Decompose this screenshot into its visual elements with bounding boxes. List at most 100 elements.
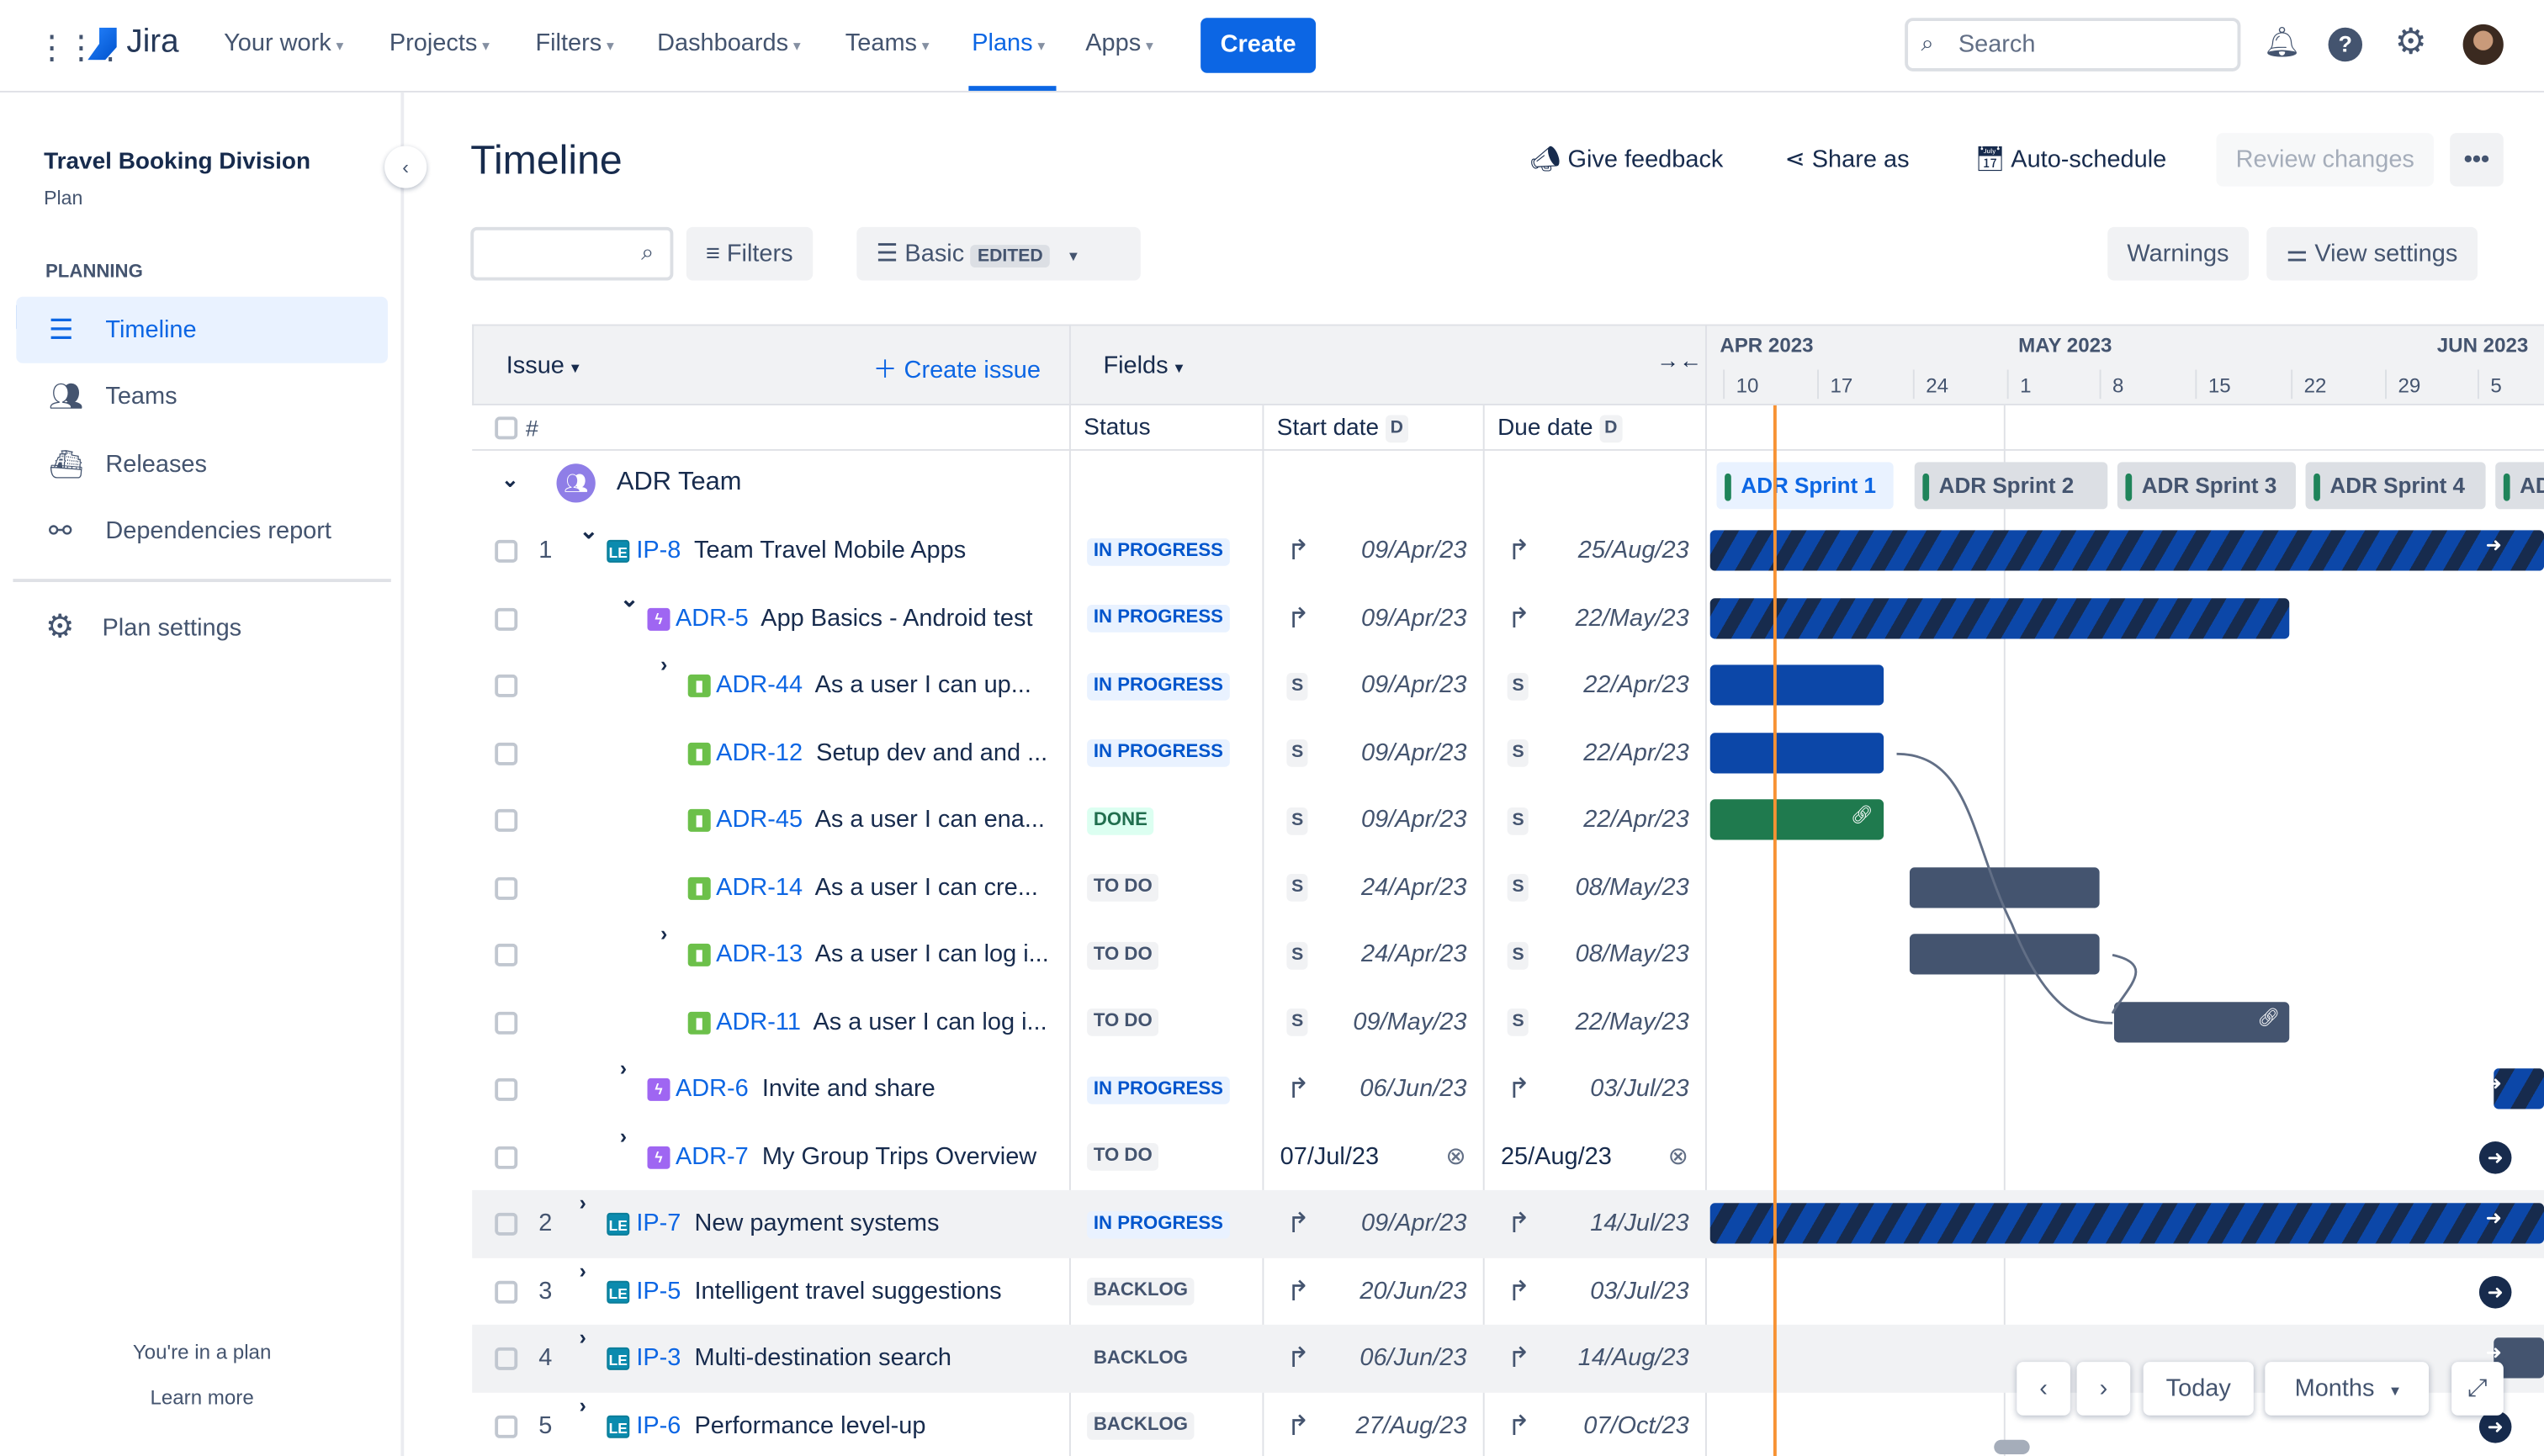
notifications-icon[interactable]: 🔔︎	[2263, 25, 2301, 59]
chevron-right-icon[interactable]: ›	[660, 920, 668, 945]
start-date[interactable]: 24/Apr/23	[1361, 940, 1467, 968]
start-date[interactable]: 24/Apr/23	[1361, 873, 1467, 901]
chevron-right-icon[interactable]: ›	[619, 1122, 628, 1147]
issue-summary[interactable]: Team Travel Mobile Apps	[693, 537, 967, 564]
chevron-down-icon[interactable]: ⌄	[501, 467, 519, 492]
issue-summary[interactable]: As a user I can log i...	[813, 1008, 1047, 1035]
issue-cell[interactable]: ▮ ADR-11 As a user I can log i...	[687, 988, 1047, 1056]
today-button[interactable]: Today	[2143, 1362, 2254, 1416]
sidebar-item-plan-settings[interactable]: ⚙ Plan settings	[13, 595, 384, 661]
chevron-right-icon[interactable]: ›	[619, 1055, 628, 1080]
due-date[interactable]: 14/Jul/23	[1590, 1209, 1689, 1237]
due-date[interactable]: 22/Apr/23	[1583, 671, 1689, 699]
start-date[interactable]: 06/Jun/23	[1359, 1343, 1467, 1372]
review-changes-button[interactable]: Review changes	[2216, 133, 2435, 187]
select-all-checkbox[interactable]	[495, 416, 518, 440]
status-lozenge[interactable]: BACKLOG	[1087, 1411, 1195, 1440]
row-checkbox[interactable]	[495, 1414, 518, 1437]
issue-key-link[interactable]: ADR-45	[716, 806, 803, 834]
start-date[interactable]: 09/May/23	[1353, 1008, 1467, 1035]
status-header[interactable]: Status	[1084, 415, 1151, 442]
row-checkbox[interactable]	[495, 876, 518, 899]
issue-cell[interactable]: LE IP-5 Intelligent travel suggestions	[607, 1257, 1002, 1325]
row-checkbox[interactable]	[495, 539, 518, 563]
sprint-chip[interactable]: ADR Sprint 3	[2117, 462, 2296, 510]
filters-button[interactable]: ≡ Filters	[686, 226, 813, 281]
due-date[interactable]: 03/Jul/23	[1590, 1074, 1689, 1103]
status-lozenge[interactable]: DONE	[1087, 807, 1154, 834]
timeline-bar[interactable]	[1709, 597, 2290, 638]
issue-key-link[interactable]: ADR-5	[675, 604, 749, 632]
chevron-right-icon[interactable]: ›	[579, 1257, 586, 1282]
issue-key-link[interactable]: ADR-14	[716, 873, 803, 901]
issue-key-link[interactable]: ADR-7	[675, 1141, 749, 1170]
issue-summary[interactable]: Invite and share	[761, 1074, 935, 1103]
issue-key-link[interactable]: IP-8	[636, 537, 681, 564]
start-date[interactable]: 09/Apr/23	[1361, 537, 1467, 564]
issue-cell[interactable]: LE IP-8 Team Travel Mobile Apps	[607, 517, 966, 585]
table-row[interactable]: ▮ ADR-45 As a user I can ena... DONE S 0…	[472, 786, 2544, 854]
status-lozenge[interactable]: TO DO	[1087, 1009, 1159, 1036]
timeline-bar[interactable]	[2493, 1068, 2544, 1109]
timeline-bar[interactable]	[1709, 1203, 2544, 1244]
issue-summary[interactable]: My Group Trips Overview	[761, 1141, 1037, 1170]
start-date[interactable]: 07/Jul/23	[1280, 1141, 1380, 1170]
chevron-down-icon[interactable]: ⌄	[579, 516, 599, 543]
scroll-to-bar-arrow-icon[interactable]: ➜	[2478, 1275, 2512, 1308]
issue-cell[interactable]: ▮ ADR-14 As a user I can cre...	[687, 854, 1038, 921]
time-scale-select[interactable]: Months ▾	[2265, 1362, 2430, 1416]
horizontal-scrollbar[interactable]	[1994, 1439, 2030, 1455]
nav-plans[interactable]: Plans ▾	[972, 29, 1045, 57]
issue-cell[interactable]: ϟ ADR-6 Invite and share	[647, 1056, 935, 1123]
table-row[interactable]: › ▮ ADR-13 As a user I can log i... TO D…	[472, 921, 2544, 988]
timeline-bar[interactable]	[1709, 664, 1884, 706]
give-feedback-button[interactable]: 📣︎ Give feedback	[1530, 145, 1724, 173]
chevron-right-icon[interactable]: ›	[660, 651, 668, 676]
fields-button[interactable]: Fields ▾	[1103, 352, 1183, 379]
issue-cell[interactable]: ϟ ADR-5 App Basics - Android test	[647, 585, 1032, 652]
start-date[interactable]: 09/Apr/23	[1361, 604, 1467, 632]
issue-key-link[interactable]: IP-5	[636, 1276, 681, 1305]
status-lozenge[interactable]: BACKLOG	[1087, 1278, 1195, 1305]
issue-key-link[interactable]: ADR-6	[675, 1074, 749, 1103]
learn-more-link[interactable]: Learn more	[150, 1386, 254, 1410]
start-date[interactable]: 09/Apr/23	[1361, 671, 1467, 699]
start-date[interactable]: 09/Apr/23	[1361, 739, 1467, 766]
scroll-to-bar-arrow-icon[interactable]: ➜	[2478, 1141, 2512, 1173]
plan-search-input[interactable]: ⌕	[470, 226, 674, 281]
table-row[interactable]: 2 › LE IP-7 New payment systems IN PROGR…	[472, 1189, 2544, 1257]
due-date[interactable]: 08/May/23	[1575, 873, 1689, 901]
nav-dashboards[interactable]: Dashboards ▾	[657, 29, 801, 57]
status-lozenge[interactable]: IN PROGRESS	[1087, 739, 1230, 767]
sidebar-item-timeline[interactable]: ☰ Timeline	[16, 296, 388, 363]
issue-summary[interactable]: Setup dev and and ...	[816, 739, 1048, 766]
due-date[interactable]: 14/Aug/23	[1577, 1343, 1689, 1372]
issue-cell[interactable]: LE IP-7 New payment systems	[607, 1190, 940, 1257]
view-settings-button[interactable]: ⚌ View settings	[2266, 226, 2478, 281]
due-date[interactable]: 25/Aug/23	[1577, 537, 1689, 564]
table-row[interactable]: ▮ ADR-14 As a user I can cre... TO DO S …	[472, 854, 2544, 921]
scroll-left-button[interactable]: ‹	[2017, 1362, 2070, 1416]
row-checkbox[interactable]	[495, 606, 518, 630]
table-row[interactable]: ▮ ADR-12 Setup dev and and ... IN PROGRE…	[472, 719, 2544, 786]
due-date[interactable]: 22/May/23	[1575, 604, 1689, 632]
scroll-right-button[interactable]: ›	[2076, 1362, 2131, 1416]
sprint-chip[interactable]: ADR Sprint 1	[1716, 462, 1894, 510]
sprint-chip[interactable]: ADR Sprint 4	[2305, 462, 2486, 510]
timeline-bar[interactable]	[1709, 530, 2544, 571]
row-checkbox[interactable]	[495, 808, 518, 832]
status-lozenge[interactable]: IN PROGRESS	[1087, 672, 1230, 700]
chevron-down-icon[interactable]: ⌄	[619, 584, 639, 611]
row-checkbox[interactable]	[495, 1212, 518, 1236]
due-date[interactable]: 08/May/23	[1575, 940, 1689, 968]
due-date[interactable]: 22/Apr/23	[1583, 806, 1689, 834]
issue-key-link[interactable]: ADR-11	[716, 1008, 801, 1035]
issue-cell[interactable]: ▮ ADR-12 Setup dev and and ...	[687, 719, 1048, 786]
due-date[interactable]: 22/May/23	[1575, 1008, 1689, 1035]
issue-summary[interactable]: New payment systems	[694, 1209, 940, 1237]
table-row[interactable]: 1 ⌄ LE IP-8 Team Travel Mobile Apps IN P…	[472, 517, 2544, 585]
create-issue-button[interactable]: ＋ Create issue	[873, 352, 1041, 385]
row-checkbox[interactable]	[495, 1347, 518, 1370]
nav-teams[interactable]: Teams ▾	[845, 29, 930, 57]
issue-key-link[interactable]: IP-3	[636, 1343, 681, 1372]
